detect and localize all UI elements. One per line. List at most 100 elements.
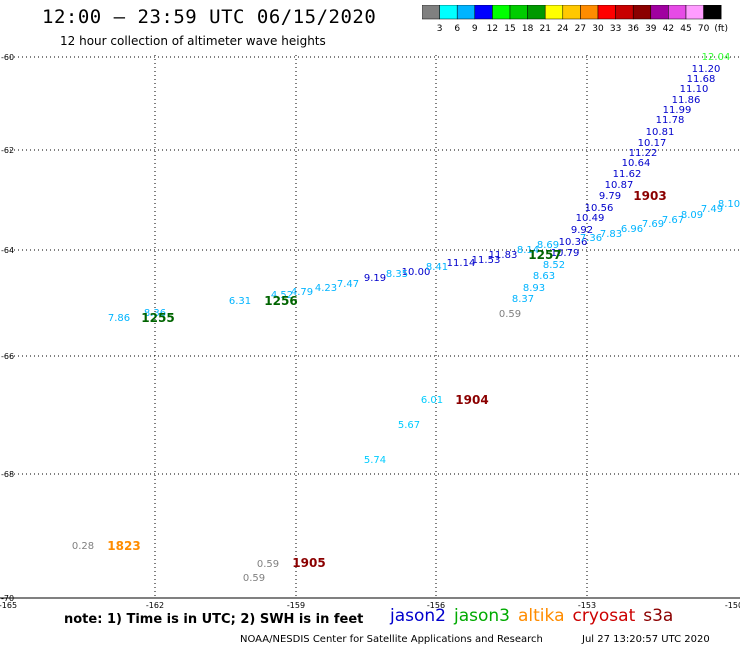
pass-time-label: 1256 <box>264 294 297 308</box>
wave-height-value: 10.36 <box>559 237 588 248</box>
wave-height-value: 6.31 <box>229 296 251 307</box>
scale-label: 6 <box>454 24 460 34</box>
wave-height-value: 8.69 <box>537 240 559 251</box>
pass-time-label: 1255 <box>141 311 174 325</box>
scale-label: 27 <box>575 24 586 34</box>
wave-height-value: 11.14 <box>447 258 476 269</box>
longitude-tick-label: -156 <box>427 601 445 610</box>
wave-height-value: 8.63 <box>533 271 555 282</box>
wave-height-value: 10.49 <box>576 213 605 224</box>
scale-label: 70 <box>698 24 710 34</box>
wave-height-value: 11.83 <box>489 250 518 261</box>
wave-height-value: 11.22 <box>629 148 658 159</box>
pass-time-label: 1823 <box>107 539 140 553</box>
scale-label: 33 <box>610 24 621 34</box>
wave-height-value: 10.87 <box>605 180 634 191</box>
wave-height-value: 9.19 <box>364 273 386 284</box>
scale-label: 30 <box>592 24 604 34</box>
wave-height-value: 10.81 <box>646 127 675 138</box>
wave-height-value: 9.92 <box>571 225 593 236</box>
wave-height-value: 0.59 <box>243 573 265 584</box>
wave-height-value: 7.83 <box>600 229 622 240</box>
wave-height-value: 6.01 <box>421 395 443 406</box>
pass-time-label: 1904 <box>455 393 488 407</box>
longitude-tick-label: -159 <box>287 601 305 610</box>
wave-height-value: 10.56 <box>585 203 614 214</box>
legend-entry-cryosat: cryosat <box>572 606 636 626</box>
pass-time-label: 1903 <box>633 189 666 203</box>
wave-height-value: 8.10 <box>718 199 740 210</box>
wave-height-value: 12.04 <box>702 52 731 63</box>
wave-height-value: 4.79 <box>291 287 313 298</box>
wave-height-value: 8.93 <box>523 283 545 294</box>
longitude-tick-label: -165 <box>0 601 17 610</box>
latitude-tick-label: -62 <box>1 146 14 155</box>
wave-height-value: 4.52 <box>271 290 293 301</box>
wave-height-value: 7.69 <box>642 219 664 230</box>
wave-height-map: -165 -162 -159 -156 -153 -150 -60 -62 -64 -66 -68 -… <box>0 52 740 610</box>
legend-entry-jason2: jason2 <box>390 606 446 626</box>
timestamp-text: Jul 27 13:20:57 UTC 2020 <box>582 634 710 645</box>
scale-swatch <box>703 5 722 20</box>
wave-height-value: 6.96 <box>621 224 643 235</box>
wave-height-value: 11.53 <box>472 255 501 266</box>
wave-height-value: 8.14 <box>517 245 539 256</box>
latitude-tick-label: -60 <box>1 53 14 62</box>
scale-label: 9 <box>472 24 478 34</box>
wave-height-value: 7.67 <box>662 215 684 226</box>
latitude-tick-label: -66 <box>1 352 14 361</box>
wave-height-value: 11.20 <box>692 64 721 75</box>
wave-height-value: 11.78 <box>656 115 685 126</box>
wave-height-value: 10.79 <box>551 248 580 259</box>
scale-label: 42 <box>663 24 674 34</box>
pass-time-label: 1905 <box>292 556 325 570</box>
scale-label: 3 <box>437 24 443 34</box>
wave-height-value: 11.10 <box>680 84 709 95</box>
scale-label: 15 <box>504 24 515 34</box>
wave-height-color-scale: 3 6 9 12 15 18 21 24 27 30 33 36 39 42 45 70 (ft) <box>422 5 728 34</box>
legend-entry-altika: altika <box>518 606 565 626</box>
wave-height-value: 5.74 <box>364 455 386 466</box>
satellite-legend: jason2 jason3 altika cryosat s3a <box>390 606 681 626</box>
latitude-tick-label: -68 <box>1 470 14 479</box>
wave-height-value: 8.35 <box>386 269 408 280</box>
map-subtitle: 12 hour collection of altimeter wave hei… <box>60 34 326 48</box>
longitude-tick-label: -162 <box>146 601 164 610</box>
wave-height-value: 7.47 <box>337 279 359 290</box>
wave-height-value: 7.86 <box>108 313 130 324</box>
scale-label: 45 <box>680 24 691 34</box>
wave-height-value: 0.59 <box>257 559 279 570</box>
wave-height-value: 10.17 <box>638 138 667 149</box>
wave-height-value: 11.99 <box>663 105 692 116</box>
scale-label: 24 <box>557 24 569 34</box>
wave-height-value: 8.36 <box>144 308 166 319</box>
wave-height-value: 10.64 <box>622 158 651 169</box>
scale-label: 12 <box>487 24 498 34</box>
scale-label: 39 <box>645 24 657 34</box>
wave-height-value: 11.86 <box>672 95 701 106</box>
wave-height-value: 7.36 <box>580 233 602 244</box>
wave-height-value: 9.79 <box>599 191 621 202</box>
footer-note: note: 1) Time is in UTC; 2) SWH is in fe… <box>64 612 364 627</box>
wave-height-value: 8.41 <box>426 262 448 273</box>
wave-height-value: 0.28 <box>72 541 94 552</box>
legend-entry-s3a: s3a <box>643 606 674 626</box>
wave-height-value: 8.09 <box>681 210 703 221</box>
wave-height-value: 5.67 <box>398 420 420 431</box>
longitude-tick-label: -150 <box>725 601 740 610</box>
wave-height-value: 7.49 <box>701 204 723 215</box>
scale-label: 21 <box>539 24 550 34</box>
wave-height-value: 8.37 <box>512 294 534 305</box>
pass-time-label: 1257 <box>528 248 561 262</box>
latitude-tick-label: -64 <box>1 246 14 255</box>
scale-label: (ft) <box>714 24 728 34</box>
wave-height-value: 11.62 <box>613 169 642 180</box>
wave-height-value: 11.68 <box>687 74 716 85</box>
scale-label: 36 <box>627 24 639 34</box>
latitude-tick-label: -70 <box>1 594 14 603</box>
legend-entry-jason3: jason3 <box>454 606 510 626</box>
wave-height-value: 8.52 <box>543 260 565 271</box>
scale-label: 18 <box>522 24 534 34</box>
longitude-tick-label: -153 <box>578 601 596 610</box>
wave-height-value: 10.00 <box>402 267 431 278</box>
